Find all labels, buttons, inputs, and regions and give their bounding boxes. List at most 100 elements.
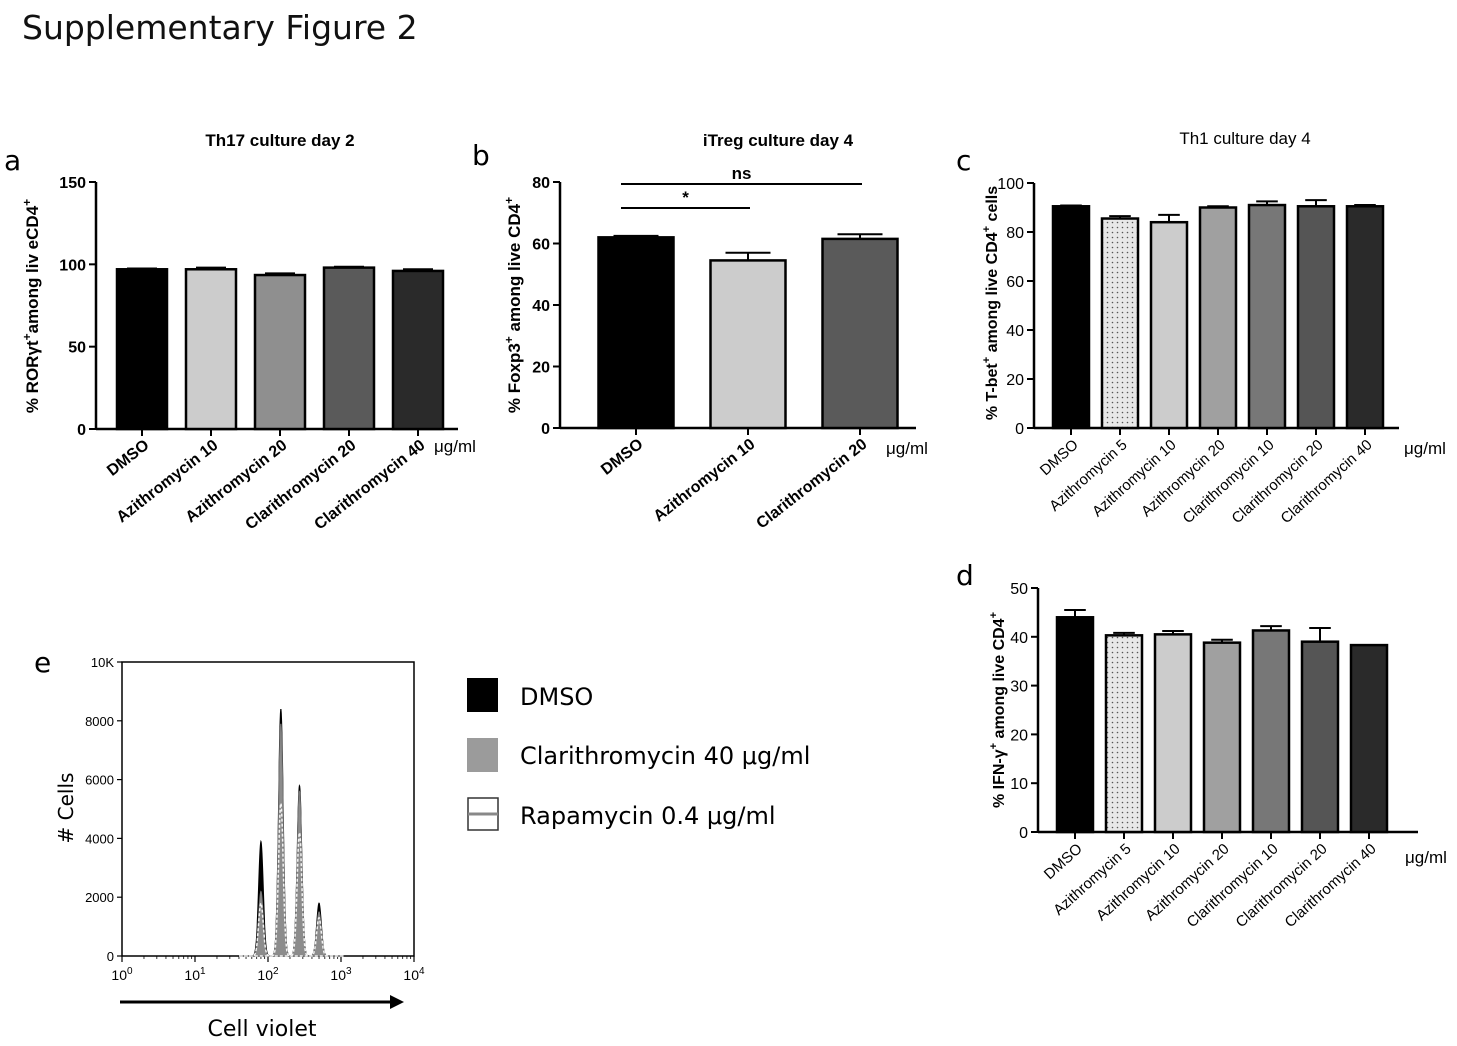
x-tick-exponent: 2 xyxy=(273,966,279,977)
panel-e-ylabel: # Cells xyxy=(54,773,78,844)
panel-e-xlabel: Cell violet xyxy=(208,1017,317,1042)
panel-e: e # Cells Cell violet DMSO Clarithromyci… xyxy=(34,646,810,1042)
panel-label-c: c xyxy=(956,144,971,177)
x-tick-label: Clarithromycin 20 xyxy=(753,436,870,533)
y-tick-label: 40 xyxy=(1006,323,1024,340)
panel-d-ylabel: % IFN-γ+ among live CD4+ xyxy=(988,612,1008,808)
bar xyxy=(115,268,169,431)
bar xyxy=(391,269,445,431)
y-tick-label: 10K xyxy=(91,655,114,670)
panel-label-e: e xyxy=(34,646,51,679)
panel-e-plot-frame xyxy=(121,661,415,957)
legend-swatch-clarithromycin xyxy=(467,738,498,772)
bar xyxy=(1345,205,1385,430)
x-tick-label: Azithromycin 20 xyxy=(1142,840,1233,924)
bar xyxy=(253,273,307,431)
bar xyxy=(1104,634,1144,834)
x-tick-label: 102 xyxy=(257,966,279,983)
panel-c: c Th1 culture day 4 % T-bet+ among live … xyxy=(956,129,1446,527)
panel-label-b: b xyxy=(472,139,490,172)
legend-swatch-dmso xyxy=(467,678,498,712)
x-tick-exponent: 4 xyxy=(419,966,425,977)
y-tick-label: 80 xyxy=(1006,225,1024,242)
y-tick-label: 60 xyxy=(532,237,550,254)
bar xyxy=(1296,205,1336,430)
panel-a: a Th17 culture day 2 % RORγt+among liv e… xyxy=(4,131,476,533)
legend-label-clarithromycin: Clarithromycin 40 μg/ml xyxy=(520,742,810,770)
x-tick-label: DMSO xyxy=(598,436,646,479)
panel-d: d % IFN-γ+ among live CD4+ μg/ml 0 10 20 30… xyxy=(956,559,1447,931)
x-tick-exponent: 1 xyxy=(200,966,206,977)
x-tick-label: DMSO xyxy=(104,437,152,480)
panel-c-unit: μg/ml xyxy=(1404,439,1446,458)
x-tick-label: 104 xyxy=(403,966,425,983)
bar xyxy=(1149,220,1189,430)
y-tick-label: 4000 xyxy=(85,831,114,846)
bar xyxy=(322,266,376,431)
y-tick-label: 20 xyxy=(1010,727,1028,744)
y-tick-label: 100 xyxy=(997,176,1024,193)
page-title: Supplementary Figure 2 xyxy=(22,8,418,47)
bar xyxy=(1300,640,1340,834)
significance-label: ns xyxy=(732,164,752,183)
bar xyxy=(1247,203,1287,430)
x-tick-base: 10 xyxy=(257,967,273,983)
y-tick-label: 40 xyxy=(1010,630,1028,647)
histogram-rapamycin-0-4 xyxy=(239,802,344,957)
panel-e-legend: DMSO Clarithromycin 40 μg/ml Rapamycin 0… xyxy=(467,678,810,831)
bar xyxy=(184,268,238,431)
y-tick-label: 0 xyxy=(1015,421,1024,438)
x-tick-exponent: 3 xyxy=(346,966,352,977)
y-tick-label: 100 xyxy=(59,257,86,274)
histogram-clarithromycin-40 xyxy=(239,723,344,957)
bar xyxy=(1198,206,1238,430)
y-tick-label: 20 xyxy=(532,360,550,377)
x-tick-label: Clarithromycin 40 xyxy=(1282,840,1380,931)
bar xyxy=(1153,633,1193,834)
y-tick-label: 10 xyxy=(1010,776,1028,793)
x-tick-base: 10 xyxy=(184,967,200,983)
panel-a-unit: μg/ml xyxy=(434,437,476,456)
panel-label-d: d xyxy=(956,559,974,592)
legend-label-dmso: DMSO xyxy=(520,683,593,711)
panel-a-title: Th17 culture day 2 xyxy=(205,131,354,150)
y-tick-label: 80 xyxy=(532,175,550,192)
panel-b-unit: μg/ml xyxy=(886,439,928,458)
panel-c-ylabel: % T-bet+ among live CD4+ cells xyxy=(981,186,1001,420)
y-tick-label: 0 xyxy=(107,949,114,964)
panel-d-unit: μg/ml xyxy=(1405,848,1447,867)
y-tick-label: 6000 xyxy=(85,773,114,788)
panel-b-title: iTreg culture day 4 xyxy=(703,131,854,150)
x-tick-base: 10 xyxy=(330,967,346,983)
panel-e-x-arrow-head xyxy=(390,995,404,1009)
x-tick-label: Clarithromycin 40 xyxy=(1278,436,1376,527)
x-tick-label: 101 xyxy=(184,966,206,983)
panel-b-ylabel: % Foxp3+ among live CD4+ xyxy=(502,197,524,413)
panel-label-a: a xyxy=(4,144,21,177)
x-tick-label: 103 xyxy=(330,966,352,983)
bar xyxy=(821,237,899,430)
bar xyxy=(1349,643,1389,834)
bar xyxy=(1251,629,1291,834)
y-tick-label: 50 xyxy=(1010,581,1028,598)
y-tick-label: 50 xyxy=(68,340,86,357)
histogram-dmso xyxy=(239,709,344,957)
panel-a-ylabel: % RORγt+among liv eCD4+ xyxy=(20,199,42,413)
y-tick-label: 8000 xyxy=(85,714,114,729)
significance-label: * xyxy=(682,188,689,207)
bar xyxy=(1202,641,1242,834)
y-tick-label: 40 xyxy=(532,298,550,315)
y-tick-label: 0 xyxy=(1019,825,1028,842)
legend-label-rapamycin: Rapamycin 0.4 μg/ml xyxy=(520,802,776,830)
x-tick-base: 10 xyxy=(403,967,419,983)
panel-c-title: Th1 culture day 4 xyxy=(1179,129,1310,148)
y-tick-label: 0 xyxy=(77,422,86,439)
x-tick-label: DMSO xyxy=(1037,436,1082,479)
x-tick-base: 10 xyxy=(111,967,127,983)
x-tick-label: Azithromycin 10 xyxy=(1089,436,1180,520)
bar xyxy=(597,236,675,430)
bar xyxy=(1051,205,1091,430)
y-tick-label: 0 xyxy=(541,421,550,438)
y-tick-label: 60 xyxy=(1006,274,1024,291)
